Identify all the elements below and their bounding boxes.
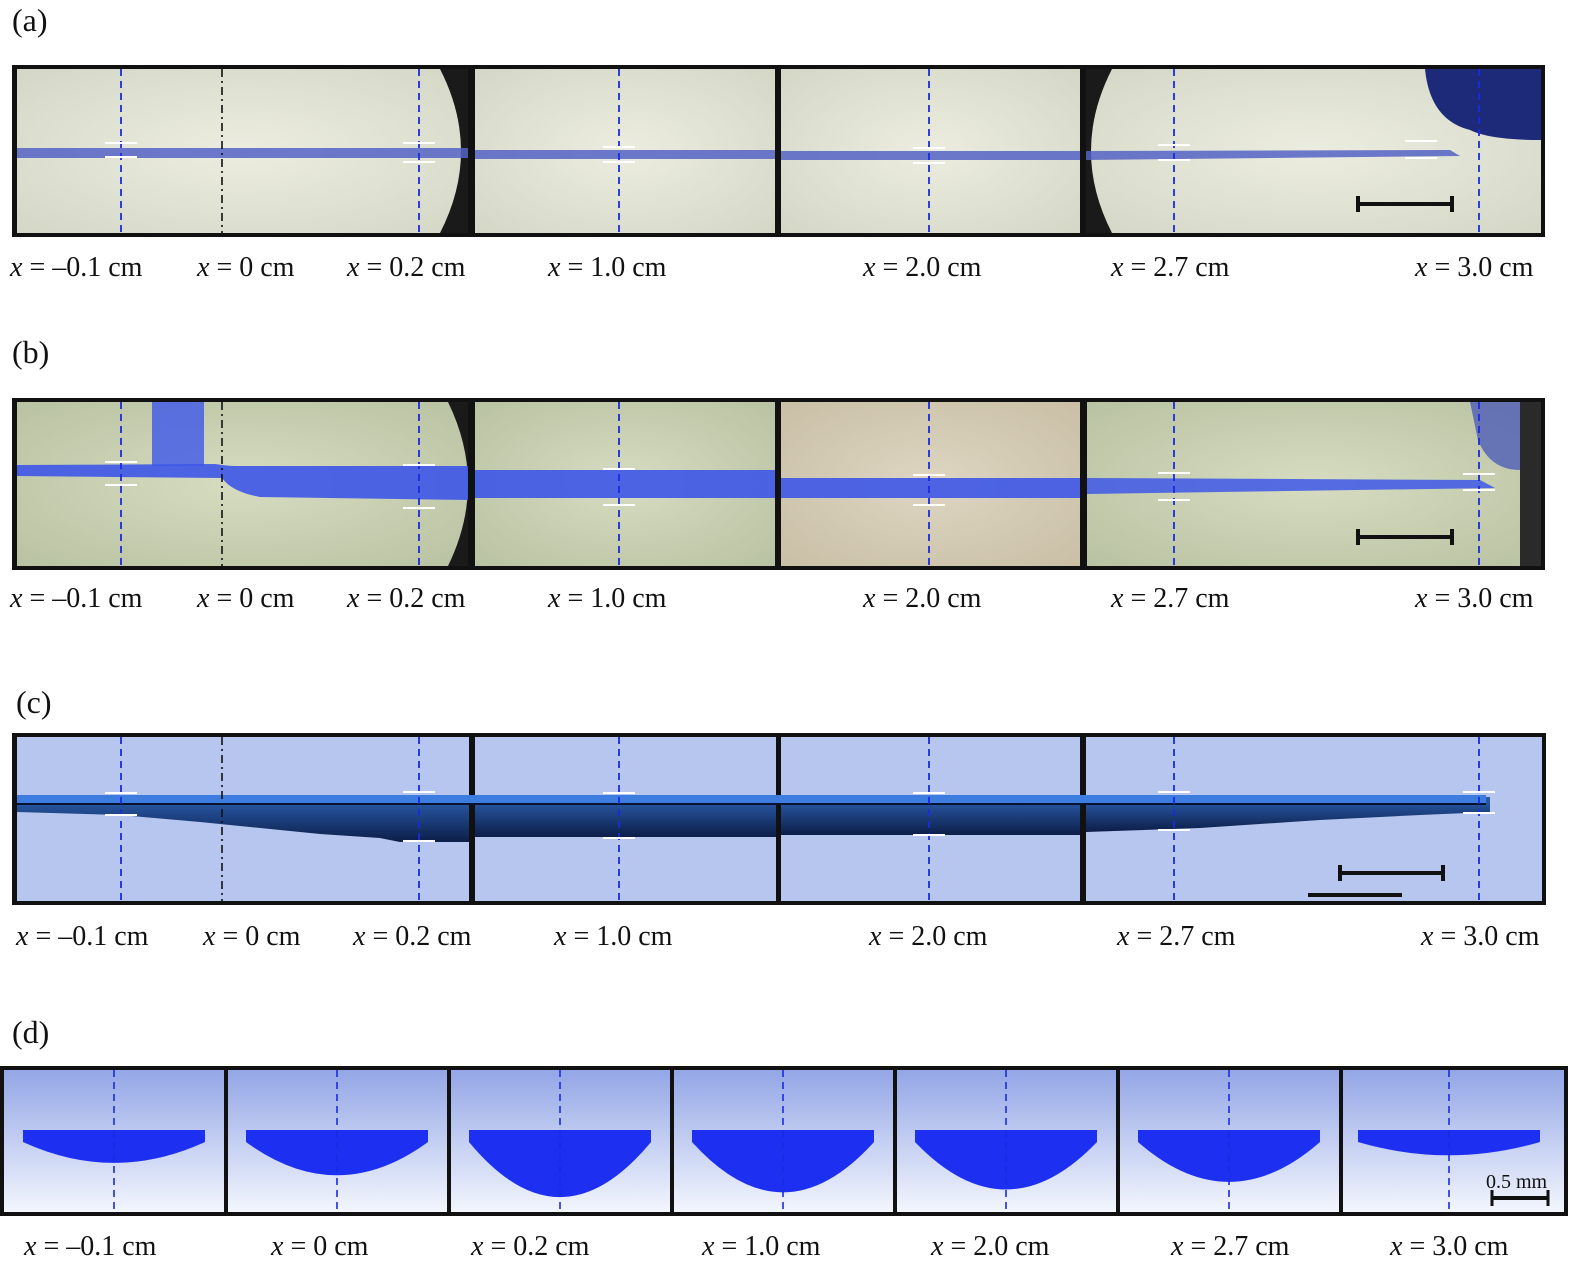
position-label: x = 3.0 cm (1421, 921, 1540, 952)
cross-section-shape (692, 1130, 874, 1193)
scale-bar-label: 0.5 mm (1486, 1171, 1548, 1193)
position-label: x = 0.2 cm (347, 583, 466, 614)
position-label: x = 3.0 cm (1415, 583, 1534, 614)
position-label: x = 2.7 cm (1111, 252, 1230, 283)
position-label: x = 0.2 cm (347, 252, 466, 283)
panel-c-simulation (12, 733, 1546, 905)
position-label: x = –0.1 cm (16, 921, 149, 952)
position-label: x = 2.7 cm (1171, 1231, 1290, 1262)
cross-section-shape (246, 1130, 428, 1176)
position-label: x = –0.1 cm (24, 1231, 157, 1262)
position-label: x = 0 cm (271, 1231, 369, 1262)
position-label: x = 0 cm (197, 583, 295, 614)
panel-label-c: (c) (16, 684, 52, 720)
position-label: x = 3.0 cm (1415, 252, 1534, 283)
position-label: x = 2.0 cm (869, 921, 988, 952)
position-label: x = 2.0 cm (863, 252, 982, 283)
position-label: x = 1.0 cm (554, 921, 673, 952)
panel-label-b: (b) (12, 334, 50, 370)
position-label: x = 1.0 cm (702, 1231, 821, 1262)
position-label: x = 2.0 cm (931, 1231, 1050, 1262)
cross-section-shape (469, 1130, 651, 1198)
position-label: x = –0.1 cm (10, 583, 143, 614)
position-label: x = 3.0 cm (1390, 1231, 1509, 1262)
position-label: x = 1.0 cm (548, 252, 667, 283)
position-label: x = 0.2 cm (471, 1231, 590, 1262)
position-label: x = 2.7 cm (1117, 921, 1236, 952)
panel-label-d: (d) (12, 1014, 50, 1050)
position-label: x = 0 cm (197, 252, 295, 283)
position-label: x = 0 cm (203, 921, 301, 952)
position-label: x = 2.7 cm (1111, 583, 1230, 614)
position-label: x = 1.0 cm (548, 583, 667, 614)
panel-a-images (12, 65, 1545, 237)
position-label: x = –0.1 cm (10, 252, 143, 283)
position-label: x = 0.2 cm (353, 921, 472, 952)
position-label: x = 2.0 cm (863, 583, 982, 614)
panel-label-a: (a) (12, 2, 48, 38)
panel-b-images (12, 398, 1545, 570)
